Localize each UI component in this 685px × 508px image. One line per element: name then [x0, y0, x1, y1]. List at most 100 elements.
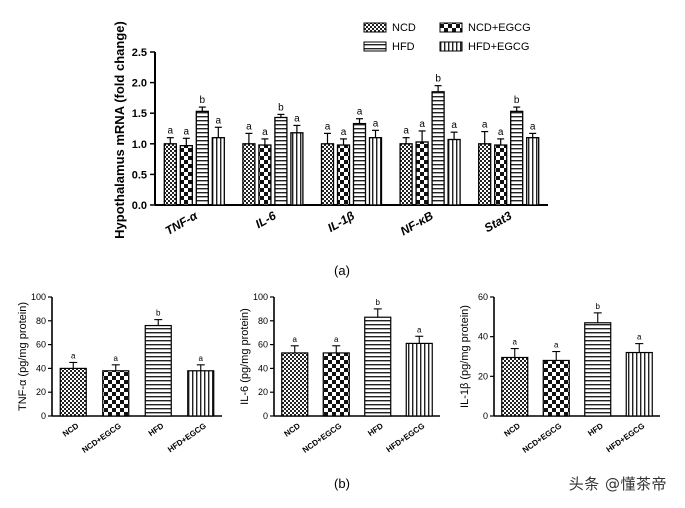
bar	[478, 143, 492, 206]
significance-label: b	[376, 298, 381, 307]
bar	[494, 144, 508, 206]
bar	[368, 137, 383, 206]
bar	[447, 138, 461, 206]
significance-label: a	[325, 121, 331, 132]
x-tick-label: HFD	[366, 421, 385, 438]
significance-label: a	[199, 354, 204, 363]
y-tick-label: 0	[483, 411, 488, 421]
y-tick-label: 20	[258, 387, 268, 397]
y-tick-label: 20	[478, 371, 488, 381]
significance-label: a	[246, 121, 252, 132]
bar	[352, 122, 367, 206]
significance-label: b	[596, 302, 601, 311]
significance-label: b	[435, 74, 441, 85]
x-tick-label: TNF-α	[163, 208, 201, 238]
legend-label: HFD	[392, 41, 415, 53]
significance-label: a	[71, 351, 76, 360]
y-tick-label: 80	[36, 316, 46, 326]
bar	[281, 352, 309, 417]
bar	[290, 132, 304, 206]
y-tick-label: 60	[36, 340, 46, 350]
watermark-text: 头条 @懂茶帝	[568, 475, 667, 493]
significance-label: a	[373, 118, 379, 129]
bar	[625, 351, 653, 417]
significance-label: a	[334, 335, 339, 344]
x-tick-label: HFD+EGCG	[166, 421, 208, 454]
bar	[144, 324, 172, 417]
significance-label: a	[530, 121, 536, 132]
bar	[526, 137, 540, 206]
significance-label: a	[451, 120, 457, 131]
panel-label: (a)	[334, 263, 350, 278]
significance-label: b	[514, 95, 520, 106]
bar	[102, 370, 130, 417]
y-axis-label: Hypothalamus mRNA (fold change)	[112, 21, 127, 239]
panel-a: 0.0 0.5 1.0 1.5 2.0 2.5 Hypothalamus mRNA (fol…	[112, 21, 548, 278]
x-tick-label: HFD+EGCG	[605, 421, 647, 454]
significance-label: a	[513, 338, 518, 347]
significance-label: a	[403, 126, 409, 137]
significance-label: a	[216, 115, 222, 126]
y-axis-label: IL-1β (pg/mg protein)	[459, 305, 471, 408]
x-tick-label: HFD	[586, 421, 605, 438]
y-tick-label: 0	[41, 411, 46, 421]
x-tick-label: IL-1β	[325, 208, 357, 235]
y-tick-label: 60	[258, 340, 268, 350]
x-tick-label: NF-κB	[398, 208, 436, 238]
significance-label: a	[341, 127, 347, 138]
bar	[322, 352, 350, 417]
y-tick-label: 2.5	[132, 47, 147, 59]
y-tick-label: 40	[258, 363, 268, 373]
bar	[501, 356, 529, 417]
significance-label: a	[294, 113, 300, 124]
y-tick-label: 1.5	[132, 108, 147, 120]
significance-label: a	[498, 127, 504, 138]
legend-swatch	[439, 22, 463, 33]
legend-swatch	[363, 22, 387, 33]
legend-swatch	[439, 41, 463, 52]
x-tick-label: NCD	[503, 421, 523, 438]
significance-label: a	[482, 120, 488, 131]
bar	[195, 110, 209, 206]
sub-chart: 0 20 40 60 IL-1β (pg/mg protein) a NCD a NCD+EGC…	[459, 292, 660, 455]
significance-label: a	[554, 341, 559, 350]
bar	[320, 143, 335, 206]
y-tick-label: 0.0	[132, 200, 147, 212]
x-tick-label: IL-6	[253, 208, 279, 231]
significance-label: b	[156, 309, 161, 318]
y-tick-label: 100	[253, 292, 268, 302]
y-tick-label: 0	[263, 411, 268, 421]
x-tick-label: NCD	[61, 421, 81, 438]
significance-label: b	[200, 95, 206, 106]
significance-label: a	[419, 119, 425, 130]
significance-label: a	[293, 335, 298, 344]
bar	[364, 316, 392, 417]
significance-label: a	[114, 354, 119, 363]
bar	[542, 359, 570, 417]
y-tick-label: 0.5	[132, 169, 147, 181]
significance-label: a	[184, 126, 190, 137]
y-tick-label: 1.0	[132, 139, 147, 151]
legend-label: HFD+EGCG	[468, 41, 529, 53]
bar	[415, 141, 429, 206]
bar	[399, 143, 413, 206]
significance-label: a	[637, 333, 642, 342]
y-tick-label: 40	[478, 332, 488, 342]
bar	[405, 342, 433, 417]
y-tick-label: 80	[258, 316, 268, 326]
bar	[163, 143, 177, 206]
y-tick-label: 2.0	[132, 78, 147, 90]
bar	[431, 91, 445, 206]
legend-swatch	[363, 41, 387, 52]
bar	[59, 367, 87, 417]
bar	[584, 322, 612, 417]
y-tick-label: 40	[36, 363, 46, 373]
y-tick-label: 20	[36, 387, 46, 397]
y-axis-label: IL-6 (pg/mg protein)	[239, 308, 251, 405]
y-tick-label: 60	[478, 292, 488, 302]
bar	[336, 144, 351, 206]
